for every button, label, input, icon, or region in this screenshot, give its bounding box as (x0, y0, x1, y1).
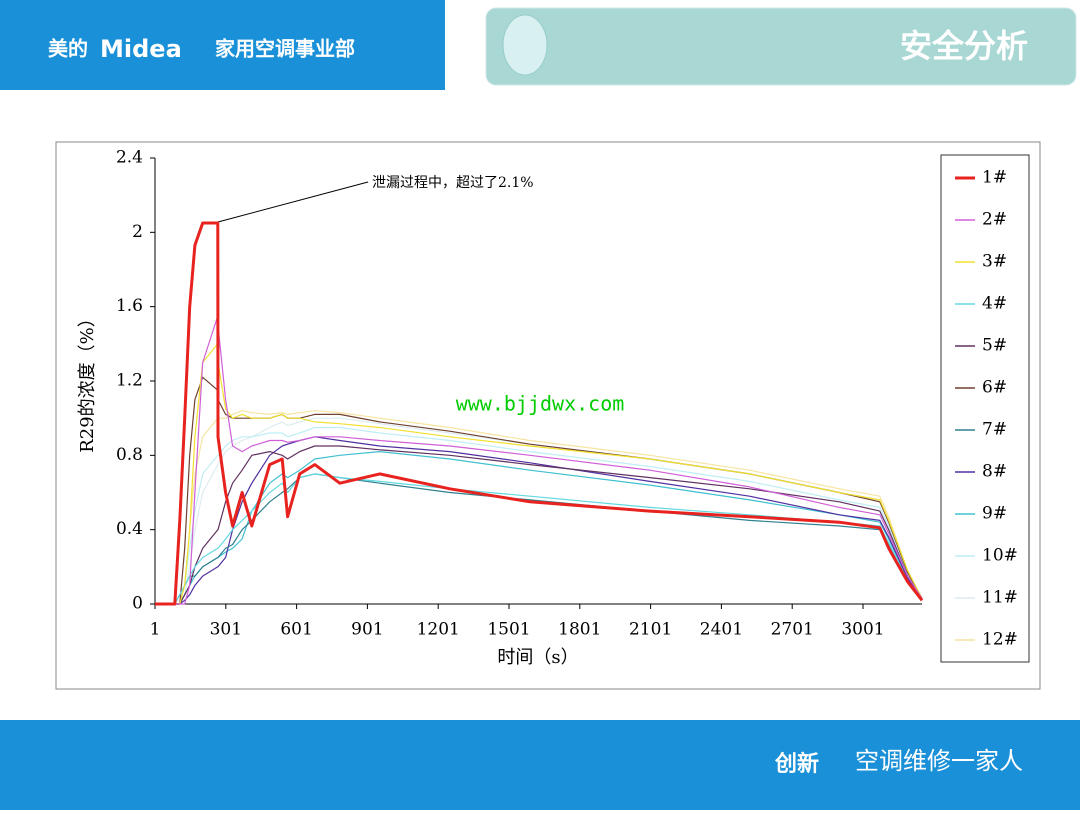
series-line (155, 473, 923, 605)
x-tick-label: 1 (150, 620, 161, 640)
annotation-leader (217, 181, 369, 223)
legend-label: 6# (982, 378, 1007, 398)
division: 家用空调事业部 (215, 37, 355, 61)
footer-bar (0, 720, 1080, 810)
section-box (485, 7, 1077, 86)
x-tick-label: 2401 (700, 620, 743, 640)
legend-label: 5# (982, 336, 1007, 356)
drop-icon (502, 14, 548, 76)
footer-slogan: 创新 (774, 751, 819, 777)
legend-label: 10# (982, 546, 1018, 566)
legend-label: 7# (982, 420, 1007, 440)
series-line (155, 410, 923, 605)
x-axis-label: 时间（s） (497, 647, 578, 668)
series-line (155, 221, 924, 606)
y-tick-label: 2 (132, 222, 143, 242)
x-tick-label: 1201 (417, 620, 460, 640)
y-tick-label: 2.4 (116, 148, 143, 168)
chart-frame (55, 141, 1041, 690)
legend-label: 9# (982, 504, 1007, 524)
x-tick-label: 301 (210, 620, 242, 640)
x-tick-label: 601 (280, 620, 312, 640)
legend-label: 4# (982, 294, 1007, 314)
series-line (155, 343, 923, 605)
brand: Midea (100, 35, 182, 63)
footer-account: 空调维修一家人 (855, 747, 1023, 775)
y-axis-label: R29的浓度（%） (77, 309, 98, 453)
x-tick-label: 3001 (841, 620, 884, 640)
x-tick-label: 1801 (558, 620, 601, 640)
x-tick-label: 901 (351, 620, 383, 640)
x-tick-label: 2101 (629, 620, 672, 640)
brand-cn: 美的 (48, 37, 88, 61)
series-line (155, 436, 923, 605)
y-tick-label: 1.6 (116, 296, 143, 316)
legend-label: 2# (982, 210, 1007, 230)
section-title: 安全分析 (900, 27, 1028, 65)
y-tick-label: 1.2 (116, 371, 143, 391)
y-tick-label: 0 (132, 594, 143, 614)
legend-label: 3# (982, 252, 1007, 272)
legend-label: 8# (982, 462, 1007, 482)
header-bar (0, 0, 445, 90)
annotation: 泄漏过程中，超过了2.1% (372, 175, 534, 191)
series-line (155, 315, 923, 605)
legend-label: 12# (982, 630, 1018, 650)
watermark: www.bjjdwx.com (456, 392, 625, 416)
y-tick-label: 0.8 (116, 445, 143, 465)
legend-box (940, 154, 1030, 663)
x-tick-label: 2701 (771, 620, 814, 640)
legend-label: 1# (982, 168, 1007, 188)
y-tick-label: 0.4 (116, 519, 143, 539)
x-tick-label: 1501 (487, 620, 530, 640)
legend-label: 11# (982, 588, 1018, 608)
